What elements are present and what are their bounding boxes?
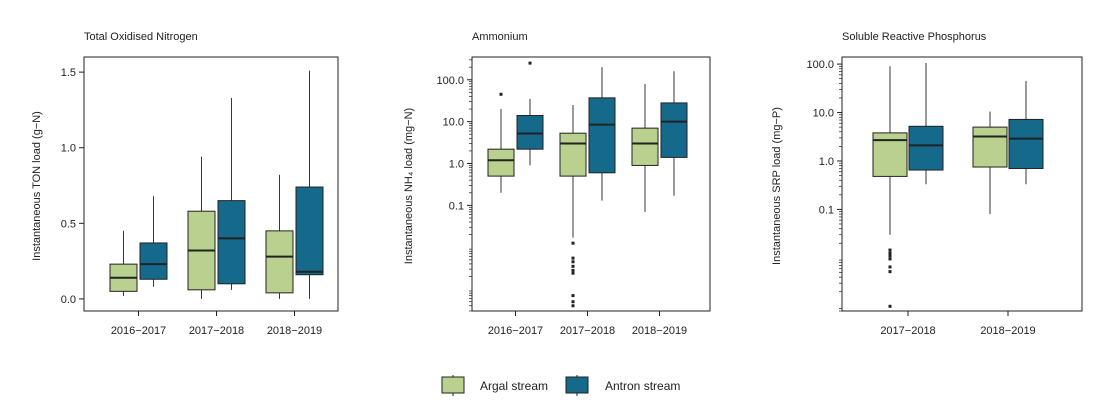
outlier-point [571,271,575,275]
y-tick-label: 1.0 [449,159,464,171]
iqr-box [516,115,544,150]
box-argal [872,66,908,308]
plot-frame-ammonium [471,56,711,312]
plot-frame-srp [841,56,1083,312]
iqr-box [295,186,324,276]
y-tick-label: 10.0 [443,117,464,129]
x-axis-ton: 2016−2017 2017−2018 2018−2019 [111,311,322,337]
y-tick-label: 100.0 [436,75,464,87]
outlier-point [888,257,892,261]
iqr-box [265,230,294,294]
y-axis-ammonium: 0.1 1.0 10.0 100.0 [436,59,472,312]
box-antron [295,70,324,299]
x-tick-label: 2018−2019 [980,325,1035,337]
x-tick-label: 2018−2019 [632,325,687,337]
box-argal [559,104,587,308]
box-argal [972,111,1008,215]
x-tick-label: 2017−2018 [189,325,244,337]
boxes-srp [872,63,1044,308]
iqr-box [487,148,515,177]
iqr-box [217,200,246,285]
y-tick-label: 10.0 [813,108,834,120]
outlier-point [571,256,575,260]
boxes-ton [109,70,324,299]
legend-label-antron: Antron stream [605,379,680,393]
panel-ton: Total Oxidised Nitrogen Instantaneous TO… [31,31,339,337]
panel-title-ammonium: Ammonium [472,31,528,43]
y-tick-label: 0.5 [61,218,76,230]
iqr-box [588,97,616,174]
x-axis-srp: 2017−2018 2018−2019 [880,311,1036,337]
legend-label-argal: Argal stream [480,379,548,393]
box-antron [660,71,688,196]
panel-srp: Soluble Reactive Phosphorus Instantaneou… [771,31,1083,337]
panel-title-ton: Total Oxidised Nitrogen [84,31,198,43]
boxes-ammonium [487,61,688,308]
box-antron [139,196,168,287]
outlier-point [571,260,575,264]
y-axis-label-srp: Instantaneous SRP load (mg−P) [771,107,783,265]
x-tick-label: 2017−2018 [560,325,615,337]
x-axis-ammonium: 2016−2017 2017−2018 2018−2019 [488,311,687,337]
box-argal [265,174,294,299]
x-tick-label: 2016−2017 [488,325,543,337]
outlier-point [571,304,575,308]
legend-swatch-antron [565,376,589,394]
box-argal [631,83,659,212]
x-tick-label: 2018−2019 [267,325,322,337]
outlier-point [888,304,892,308]
legend-swatch-argal [441,376,465,394]
outlier-point [888,270,892,274]
box-argal [487,92,515,193]
iqr-box [559,132,587,177]
iqr-box [631,127,659,166]
y-axis-ton: 0.0 0.5 1.0 1.5 [61,67,84,306]
y-tick-label: 0.1 [819,204,834,216]
outlier-point [571,300,575,304]
y-axis-label-ton: Instantaneous TON load (g−N) [31,111,43,261]
iqr-box [972,126,1008,168]
panel-ammonium: Ammonium Instantaneous NH₄ load (mg−N) 0… [403,31,711,337]
outlier-point [571,264,575,268]
y-tick-label: 0.1 [449,200,464,212]
outlier-point [888,265,892,269]
box-argal [109,230,138,296]
outlier-point [528,61,532,65]
legend: Argal stream Antron stream [441,375,680,396]
y-tick-label: 1.0 [819,156,834,168]
y-tick-label: 100.0 [806,59,834,71]
iqr-box [1008,118,1044,169]
outlier-point [571,268,575,272]
box-argal [187,156,216,299]
outlier-point [888,248,892,252]
box-antron [588,67,616,201]
plot-frame-ton [83,56,339,312]
panel-title-srp: Soluble Reactive Phosphorus [842,31,987,43]
y-tick-label: 1.0 [61,143,76,155]
y-tick-label: 1.5 [61,67,76,79]
outlier-point [571,294,575,298]
outlier-point [499,92,503,96]
y-tick-label: 0.0 [61,294,76,306]
x-tick-label: 2016−2017 [111,325,166,337]
iqr-box [908,125,944,171]
y-axis-srp: 0.1 1.0 10.0 100.0 [806,59,842,312]
box-antron [908,63,944,185]
iqr-box [660,102,688,158]
outlier-point [888,251,892,255]
outlier-point [571,241,575,245]
outlier-point [888,254,892,258]
iqr-box [139,242,168,280]
x-tick-label: 2017−2018 [880,325,935,337]
box-antron [516,61,544,166]
y-axis-label-ammonium: Instantaneous NH₄ load (mg−N) [403,108,415,264]
box-antron [1008,80,1044,185]
box-antron [217,97,246,290]
